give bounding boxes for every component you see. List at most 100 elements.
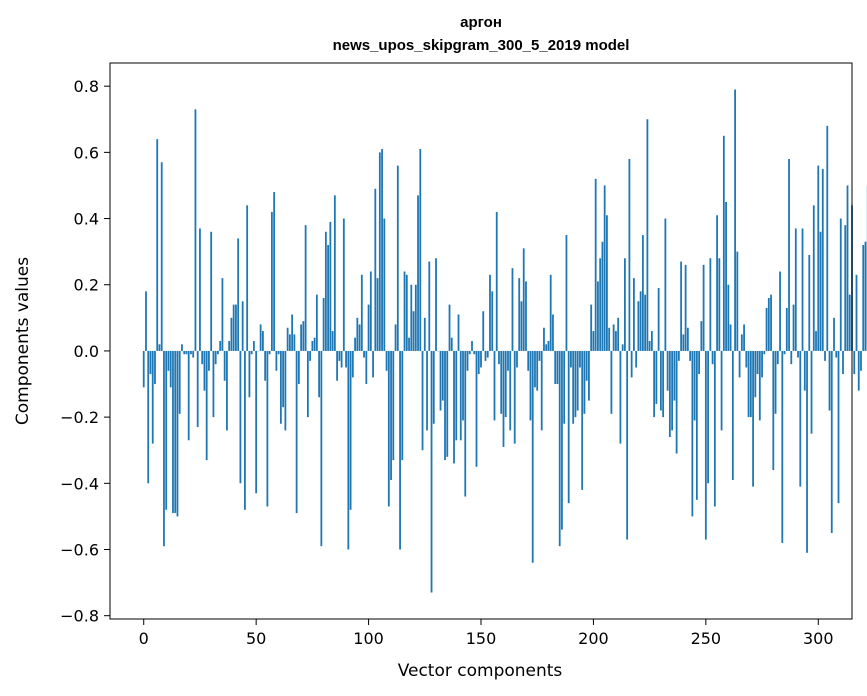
bar xyxy=(203,350,206,391)
bar xyxy=(774,350,777,414)
bar xyxy=(761,350,763,378)
bar xyxy=(570,350,572,368)
bar xyxy=(707,350,709,484)
bar xyxy=(684,264,687,351)
bar xyxy=(758,350,761,421)
bar xyxy=(279,350,282,424)
bar xyxy=(572,350,575,424)
bar xyxy=(282,350,285,408)
bar xyxy=(792,304,795,351)
bar xyxy=(846,185,849,351)
bar xyxy=(401,350,404,461)
bar xyxy=(511,268,514,351)
bar xyxy=(486,350,489,358)
bar xyxy=(671,350,674,431)
bar xyxy=(756,350,759,375)
bar xyxy=(700,321,703,351)
bar xyxy=(340,350,343,368)
bar xyxy=(230,317,233,351)
bar xyxy=(432,350,435,424)
bar xyxy=(291,314,294,351)
chart-subtitle: news_upos_skipgram_300_5_2019 model xyxy=(333,37,630,54)
bar xyxy=(815,331,817,351)
bar xyxy=(489,274,491,351)
bar xyxy=(423,317,426,351)
bar xyxy=(464,350,467,497)
bar xyxy=(293,334,296,351)
bar xyxy=(365,350,368,385)
bar xyxy=(306,350,309,418)
bar xyxy=(360,274,363,351)
bar xyxy=(369,271,372,351)
bar xyxy=(743,324,745,351)
bar xyxy=(376,278,379,351)
bar xyxy=(788,158,790,351)
y-tick-label: 0.6 xyxy=(74,143,99,162)
bar xyxy=(192,350,195,358)
bar xyxy=(151,350,154,444)
bar xyxy=(484,350,487,361)
bar xyxy=(392,350,395,461)
bar xyxy=(163,350,165,547)
x-axis-label: Vector components xyxy=(398,661,563,681)
bar xyxy=(500,350,503,414)
bar xyxy=(785,307,788,351)
x-tick-label: 50 xyxy=(246,629,266,648)
bar xyxy=(527,350,530,371)
bar xyxy=(205,350,208,461)
bar xyxy=(313,337,316,351)
bar xyxy=(304,225,307,351)
bar xyxy=(585,350,588,381)
bar xyxy=(381,149,383,351)
bar xyxy=(333,195,336,351)
bar xyxy=(349,350,352,510)
bar xyxy=(779,271,781,351)
bar xyxy=(630,350,633,378)
bar xyxy=(237,238,240,351)
bar xyxy=(466,350,469,371)
x-axis-ticks: 0 50 100 150 200 250 300 xyxy=(139,619,834,648)
bar xyxy=(284,350,287,431)
bar xyxy=(763,350,766,355)
bar xyxy=(597,281,599,351)
bar xyxy=(158,344,161,351)
bar xyxy=(603,185,606,351)
bar xyxy=(300,324,303,351)
bar xyxy=(617,317,620,351)
bar xyxy=(855,274,858,351)
bar xyxy=(210,231,213,351)
bar xyxy=(716,215,718,351)
bar xyxy=(860,350,862,371)
bar xyxy=(839,218,842,351)
bar xyxy=(396,165,399,351)
bar xyxy=(297,350,300,385)
bar xyxy=(704,350,707,540)
bar xyxy=(241,301,244,351)
bar xyxy=(720,350,723,431)
bar xyxy=(767,297,770,351)
bar xyxy=(677,350,680,361)
bar xyxy=(414,284,417,351)
bar xyxy=(592,331,595,351)
bar xyxy=(853,350,856,375)
bar xyxy=(228,341,231,351)
bar xyxy=(698,350,700,375)
bar xyxy=(160,162,163,351)
y-tick-label: 0.0 xyxy=(74,342,99,361)
bar xyxy=(772,350,775,471)
x-tick-label: 150 xyxy=(466,629,497,648)
bar xyxy=(439,350,442,411)
bar xyxy=(268,350,271,355)
bar xyxy=(740,334,743,351)
bar xyxy=(525,281,527,351)
bar xyxy=(259,324,262,351)
bar xyxy=(253,341,255,351)
bar xyxy=(444,350,446,461)
bar xyxy=(810,350,813,434)
bar xyxy=(637,301,640,351)
bar xyxy=(588,350,590,401)
bar xyxy=(347,350,350,550)
bar xyxy=(565,235,568,351)
bar xyxy=(538,350,541,361)
